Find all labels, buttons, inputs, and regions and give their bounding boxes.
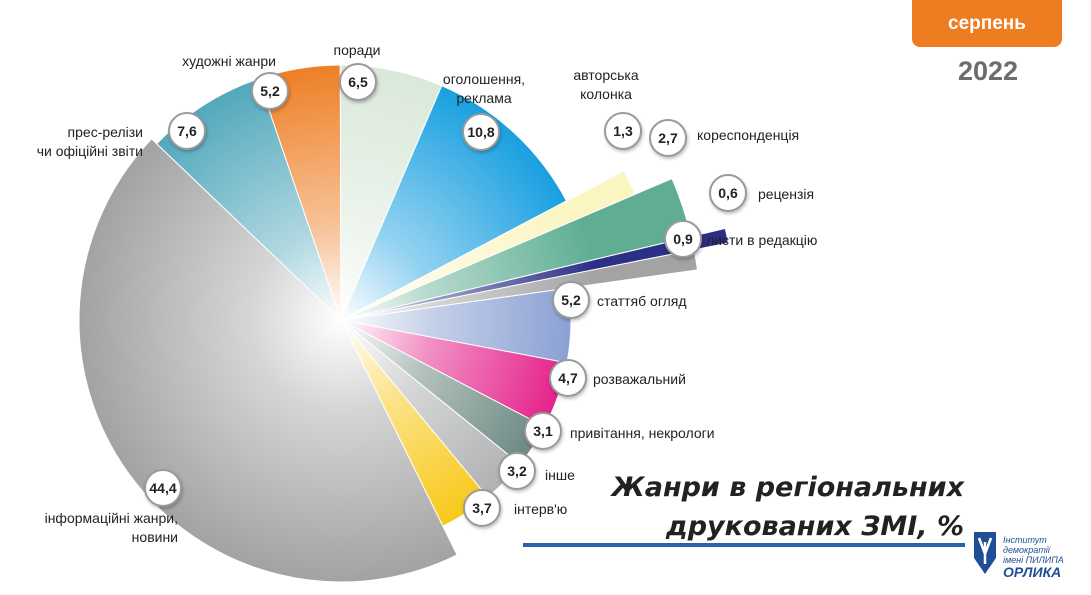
category-label-line: колонка (580, 86, 632, 102)
category-label: оголошення, реклама (443, 70, 525, 108)
category-label: інформаційні жанри, новини (45, 509, 178, 547)
category-label: інше (545, 466, 575, 485)
category-label-line: реклама (456, 90, 512, 106)
category-label: авторська колонка (573, 66, 638, 104)
year-label: 2022 (958, 56, 1019, 86)
chart-title: Жанри в регіональних друкованих ЗМІ, % (612, 468, 964, 546)
category-label: кореспонденція (697, 126, 799, 145)
category-label: статтяб огляд (597, 292, 687, 311)
category-label-line: авторська (573, 67, 639, 83)
value-label: 2,7 (649, 119, 687, 157)
value-label: 5,2 (552, 281, 590, 319)
category-label: привітання, некрологи (570, 424, 715, 443)
category-label-line: кореспонденція (697, 127, 800, 143)
logo-line-2: імені ПИЛИПА (1003, 555, 1064, 565)
value-label: 3,1 (524, 412, 562, 450)
month-badge: серпень (912, 0, 1062, 47)
category-label: рецензія (758, 185, 814, 204)
chart-title-line-2: друкованих ЗМІ, % (665, 511, 964, 542)
category-label-line: чи офіційні звіти (36, 143, 143, 159)
category-label: інтерв'ю (514, 500, 567, 519)
value-label: 10,8 (462, 113, 500, 151)
value-label: 0,6 (709, 174, 747, 212)
value-label: 44,4 (144, 469, 182, 507)
logo-line-1: Інститут демократії (1003, 535, 1050, 555)
category-label-line: листи в редакцію (706, 232, 818, 248)
category-label-line: поради (333, 42, 381, 58)
category-label-line: інформаційні жанри, (44, 510, 178, 526)
value-label: 4,7 (549, 359, 587, 397)
category-label: поради (334, 41, 381, 60)
institute-logo-icon (970, 528, 1000, 578)
category-label-line: статтяб огляд (597, 293, 687, 309)
value-label: 1,3 (604, 112, 642, 150)
chart-title-line-1: Жанри в регіональних (611, 472, 964, 503)
value-label: 3,2 (498, 452, 536, 490)
category-label-line: привітання, некрологи (570, 425, 715, 441)
value-label: 6,5 (339, 63, 377, 101)
category-label-line: новини (131, 529, 178, 545)
category-label: листи в редакцію (706, 231, 817, 250)
category-label-line: інше (545, 467, 575, 483)
value-label: 7,6 (168, 112, 206, 150)
category-label: художні жанри (182, 52, 276, 71)
category-label-line: художні жанри (182, 53, 276, 69)
category-label-line: оголошення, (442, 71, 526, 87)
category-label: розважальний (593, 370, 686, 389)
category-label-line: прес-релізи (67, 124, 143, 140)
category-label-line: інтерв'ю (514, 501, 568, 517)
value-label: 5,2 (251, 72, 289, 110)
category-label-line: рецензія (758, 186, 815, 202)
category-label: прес-релізи чи офіційні звіти (37, 123, 143, 161)
title-underline (523, 543, 965, 547)
category-label-line: розважальний (593, 371, 686, 387)
institute-logo-text: Інститут демократії імені ПИЛИПА ОРЛИКА (1003, 535, 1091, 579)
value-label: 0,9 (664, 220, 702, 258)
value-label: 3,7 (463, 489, 501, 527)
logo-line-3: ОРЛИКА (1003, 564, 1062, 580)
